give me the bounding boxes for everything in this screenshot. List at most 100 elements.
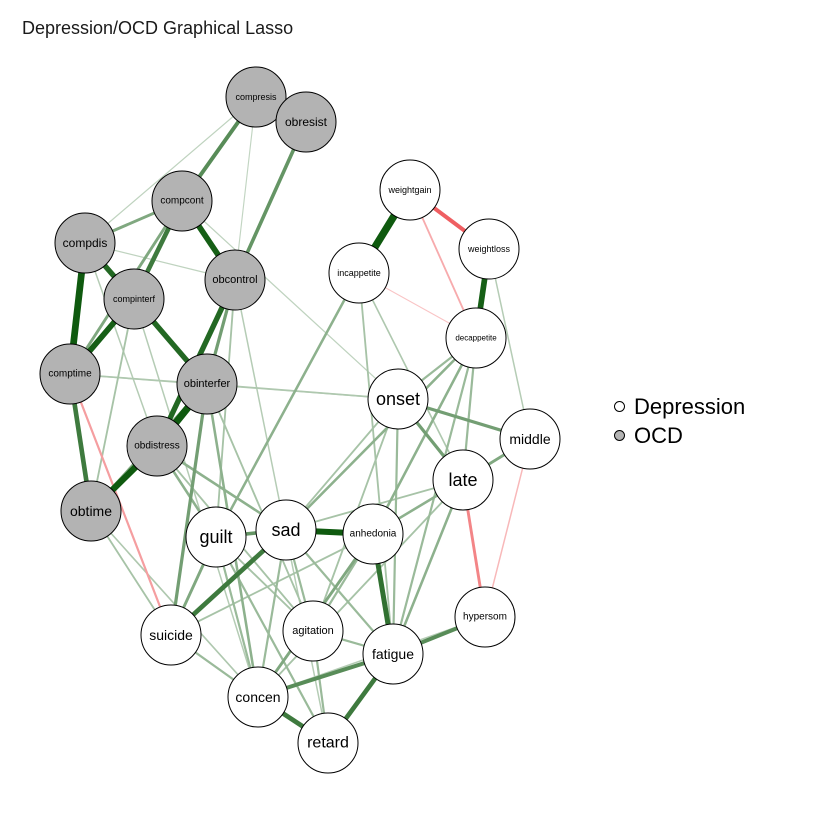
node-label-comptime: comptime bbox=[48, 369, 92, 380]
edge-obinterfer-onset bbox=[206, 383, 399, 400]
legend-label-depression: Depression bbox=[634, 393, 746, 419]
node-agitation: agitation bbox=[282, 600, 344, 662]
node-label-compcont: compcont bbox=[160, 196, 204, 207]
node-label-weightloss: weightloss bbox=[467, 244, 511, 254]
node-label-obdistress: obdistress bbox=[134, 441, 180, 452]
node-obresist: obresist bbox=[275, 91, 337, 153]
node-compinterf: compinterf bbox=[103, 268, 165, 330]
node-comptime: comptime bbox=[39, 343, 101, 405]
legend-item-depression: Depression bbox=[614, 392, 745, 421]
node-layer: compresis obresist compcont compdis obcontro… bbox=[39, 66, 561, 774]
chart-title: Depression/OCD Graphical Lasso bbox=[22, 18, 294, 38]
node-circle-late bbox=[432, 449, 494, 511]
node-label-fatigue: fatigue bbox=[372, 646, 414, 662]
node-circle-fatigue bbox=[362, 623, 424, 685]
node-compdis: compdis bbox=[54, 212, 116, 274]
node-circle-compresis bbox=[225, 66, 287, 128]
node-obcontrol: obcontrol bbox=[204, 249, 266, 311]
edge-compresis-obcontrol bbox=[234, 96, 257, 281]
edge-compinterf-concen bbox=[133, 298, 259, 698]
node-label-obresist: obresist bbox=[285, 115, 328, 129]
node-circle-decappetite bbox=[445, 307, 507, 369]
node-label-weightgain: weightgain bbox=[387, 185, 431, 195]
node-hypersom: hypersom bbox=[454, 586, 516, 648]
node-label-retard: retard bbox=[307, 735, 349, 752]
node-circle-obdistress bbox=[126, 415, 188, 477]
edge-compinterf-obtime bbox=[90, 298, 135, 512]
edge-decappetite-sad bbox=[284, 336, 478, 532]
node-label-obinterfer: obinterfer bbox=[184, 378, 231, 390]
edge-decappetite-anhedonia bbox=[371, 336, 478, 536]
node-late: late bbox=[432, 449, 494, 511]
node-circle-suicide bbox=[140, 604, 202, 666]
edge-incappetite-fatigue bbox=[358, 272, 394, 655]
node-label-middle: middle bbox=[509, 431, 550, 447]
node-circle-hypersom bbox=[454, 586, 516, 648]
node-obtime: obtime bbox=[60, 480, 122, 542]
edge-middle-hypersom bbox=[484, 438, 531, 618]
node-circle-weightloss bbox=[458, 218, 520, 280]
node-circle-obinterfer bbox=[176, 353, 238, 415]
node-circle-agitation bbox=[282, 600, 344, 662]
edge-guilt-retard bbox=[214, 535, 330, 745]
node-obinterfer: obinterfer bbox=[176, 353, 238, 415]
node-label-hypersom: hypersom bbox=[463, 612, 507, 623]
edge-obinterfer-agitation bbox=[206, 383, 314, 632]
edge-late-fatigue bbox=[391, 478, 465, 656]
node-circle-compcont bbox=[151, 170, 213, 232]
node-circle-obcontrol bbox=[204, 249, 266, 311]
node-label-obtime: obtime bbox=[70, 503, 112, 519]
legend-label-ocd: OCD bbox=[634, 422, 683, 448]
node-concen: concen bbox=[227, 666, 289, 728]
node-onset: onset bbox=[367, 368, 429, 430]
node-label-suicide: suicide bbox=[149, 627, 193, 643]
node-circle-concen bbox=[227, 666, 289, 728]
edge-compresis-compdis bbox=[84, 96, 257, 244]
node-fatigue: fatigue bbox=[362, 623, 424, 685]
node-label-onset: onset bbox=[376, 389, 420, 409]
node-circle-obtime bbox=[60, 480, 122, 542]
node-weightloss: weightloss bbox=[458, 218, 520, 280]
node-sad: sad bbox=[255, 499, 317, 561]
node-circle-incappetite bbox=[328, 242, 390, 304]
node-circle-onset bbox=[367, 368, 429, 430]
node-label-agitation: agitation bbox=[292, 625, 334, 637]
node-circle-retard bbox=[297, 712, 359, 774]
node-label-obcontrol: obcontrol bbox=[212, 274, 257, 286]
node-retard: retard bbox=[297, 712, 359, 774]
node-circle-anhedonia bbox=[342, 503, 404, 565]
node-circle-weightgain bbox=[379, 159, 441, 221]
node-label-late: late bbox=[448, 470, 477, 490]
node-compcont: compcont bbox=[151, 170, 213, 232]
node-label-compdis: compdis bbox=[63, 236, 108, 250]
node-label-compinterf: compinterf bbox=[113, 294, 156, 304]
node-label-decappetite: decappetite bbox=[455, 334, 497, 343]
node-compresis: compresis bbox=[225, 66, 287, 128]
node-suicide: suicide bbox=[140, 604, 202, 666]
node-decappetite: decappetite bbox=[445, 307, 507, 369]
node-circle-middle bbox=[499, 408, 561, 470]
legend-item-ocd: OCD bbox=[614, 421, 745, 450]
node-circle-sad bbox=[255, 499, 317, 561]
edge-compcont-onset bbox=[181, 200, 399, 400]
edge-incappetite-guilt bbox=[214, 271, 361, 539]
edge-compdis-obdistress bbox=[84, 242, 158, 447]
edge-weightloss-middle bbox=[488, 248, 531, 440]
node-guilt: guilt bbox=[185, 506, 247, 568]
node-circle-guilt bbox=[185, 506, 247, 568]
node-circle-comptime bbox=[39, 343, 101, 405]
node-label-guilt: guilt bbox=[199, 527, 232, 547]
node-incappetite: incappetite bbox=[328, 242, 390, 304]
legend-swatch-depression bbox=[614, 401, 625, 412]
node-obdistress: obdistress bbox=[126, 415, 188, 477]
node-circle-compinterf bbox=[103, 268, 165, 330]
node-circle-obresist bbox=[275, 91, 337, 153]
edge-anhedonia-suicide bbox=[170, 533, 374, 636]
node-label-anhedonia: anhedonia bbox=[350, 529, 397, 540]
node-weightgain: weightgain bbox=[379, 159, 441, 221]
legend: Depression OCD bbox=[614, 392, 745, 450]
node-label-compresis: compresis bbox=[235, 92, 277, 102]
node-label-sad: sad bbox=[271, 520, 300, 540]
edge-obinterfer-suicide bbox=[169, 382, 209, 637]
